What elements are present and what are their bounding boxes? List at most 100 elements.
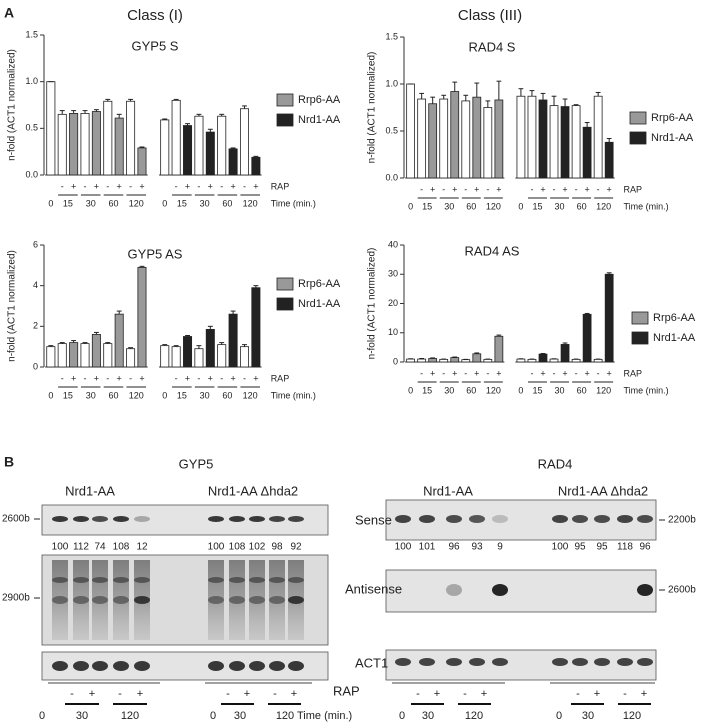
band [446, 584, 462, 596]
rap-mark: + [208, 373, 213, 383]
bar [582, 313, 592, 363]
legend-label: Rrp6-AA [298, 278, 341, 290]
y-tick-label: 0.0 [25, 169, 38, 179]
band [269, 516, 285, 522]
bar [217, 344, 227, 368]
rap-mark: - [597, 368, 600, 378]
band [229, 596, 245, 604]
band [269, 596, 285, 604]
rap-mark: + [496, 368, 501, 378]
rap-mark: + [496, 184, 501, 194]
legend-label: Rrp6-AA [651, 112, 694, 124]
rap-mark: + [230, 181, 235, 191]
bar [417, 358, 427, 363]
rap-mark: + [244, 688, 250, 700]
band [92, 661, 108, 671]
rap-mark: - [243, 373, 246, 383]
y-tick-label: 10 [388, 327, 398, 337]
rap-mark: - [553, 368, 556, 378]
time-label: 0 [399, 710, 405, 722]
time-label: 60 [222, 198, 232, 208]
quantification: 98 [271, 542, 283, 553]
rap-mark: + [71, 181, 76, 191]
time-label: 0 [162, 198, 167, 208]
legend-label: Rrp6-AA [298, 94, 341, 106]
bar [450, 357, 460, 363]
bar [593, 95, 603, 179]
rap-mark: - [61, 373, 64, 383]
rap-mark: - [463, 688, 467, 700]
rap-mark: + [117, 181, 122, 191]
y-tick-label: 0 [33, 361, 38, 371]
quantification: 92 [290, 542, 302, 553]
y-tick-label: 0.0 [385, 172, 398, 182]
time-label: 15 [63, 390, 73, 400]
time-label: 15 [532, 385, 542, 395]
rap-mark: - [84, 373, 87, 383]
rap-mark: + [291, 688, 297, 700]
quantification: 12 [136, 542, 148, 553]
band [492, 515, 508, 523]
time-label: 120 [486, 201, 501, 211]
legend-label: Nrd1-AA [651, 132, 694, 144]
time-label: 0 [518, 201, 523, 211]
band [492, 584, 508, 596]
rap-mark: - [118, 688, 122, 700]
band [572, 658, 588, 666]
bar [483, 107, 493, 179]
y-tick-label: 1.0 [25, 76, 38, 86]
strain-label: Nrd1-AA [423, 483, 473, 498]
chart: RAD4 AS n-fold (ACT1 normalized) 0 10 20 30 40… [367, 239, 696, 395]
time-label: 120 [596, 385, 611, 395]
band [73, 661, 89, 671]
time-label: 60 [108, 198, 118, 208]
bar [461, 359, 471, 363]
time-label: 120 [623, 710, 641, 722]
band [594, 515, 610, 523]
bar [494, 99, 504, 179]
time-label: 30 [422, 710, 434, 722]
rap-mark: - [61, 181, 64, 191]
bar [205, 131, 215, 176]
band [446, 515, 462, 523]
bar [582, 126, 592, 179]
bar [171, 99, 181, 176]
band [113, 516, 129, 522]
quantification: 93 [471, 542, 483, 553]
bar [126, 348, 136, 368]
rap-mark: - [576, 688, 580, 700]
time-label: 60 [222, 390, 232, 400]
band [594, 658, 610, 666]
bar [560, 106, 570, 179]
bar [516, 95, 526, 179]
time-axis-label: Time (min.) [297, 710, 352, 722]
rap-mark: - [273, 688, 277, 700]
legend-swatch [276, 113, 294, 127]
bar [450, 91, 460, 179]
bar [428, 358, 438, 363]
rap-mark: + [430, 368, 435, 378]
time-label: 0 [408, 201, 413, 211]
rap-mark: + [208, 181, 213, 191]
band [113, 661, 129, 671]
bar [91, 111, 101, 176]
bar [46, 346, 56, 368]
band [229, 516, 245, 522]
bar [538, 353, 548, 363]
strain-label: Nrd1-AA Δhda2 [558, 483, 648, 498]
time-label: 30 [76, 710, 88, 722]
bar [57, 343, 67, 368]
column-title: Class (I) [127, 7, 183, 24]
time-label: 60 [577, 385, 587, 395]
time-label: 120 [243, 390, 258, 400]
rap-mark: + [607, 368, 612, 378]
time-label: 0 [556, 710, 562, 722]
bar [205, 328, 215, 368]
chart-title: RAD4 S [469, 39, 516, 54]
quantification: 100 [552, 542, 569, 553]
time-label: 120 [121, 710, 139, 722]
bar [80, 113, 90, 176]
rap-mark: - [464, 184, 467, 194]
